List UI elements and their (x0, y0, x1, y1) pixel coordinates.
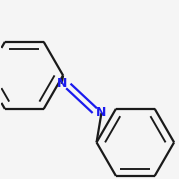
Text: N: N (96, 106, 107, 119)
Text: N: N (56, 77, 67, 90)
